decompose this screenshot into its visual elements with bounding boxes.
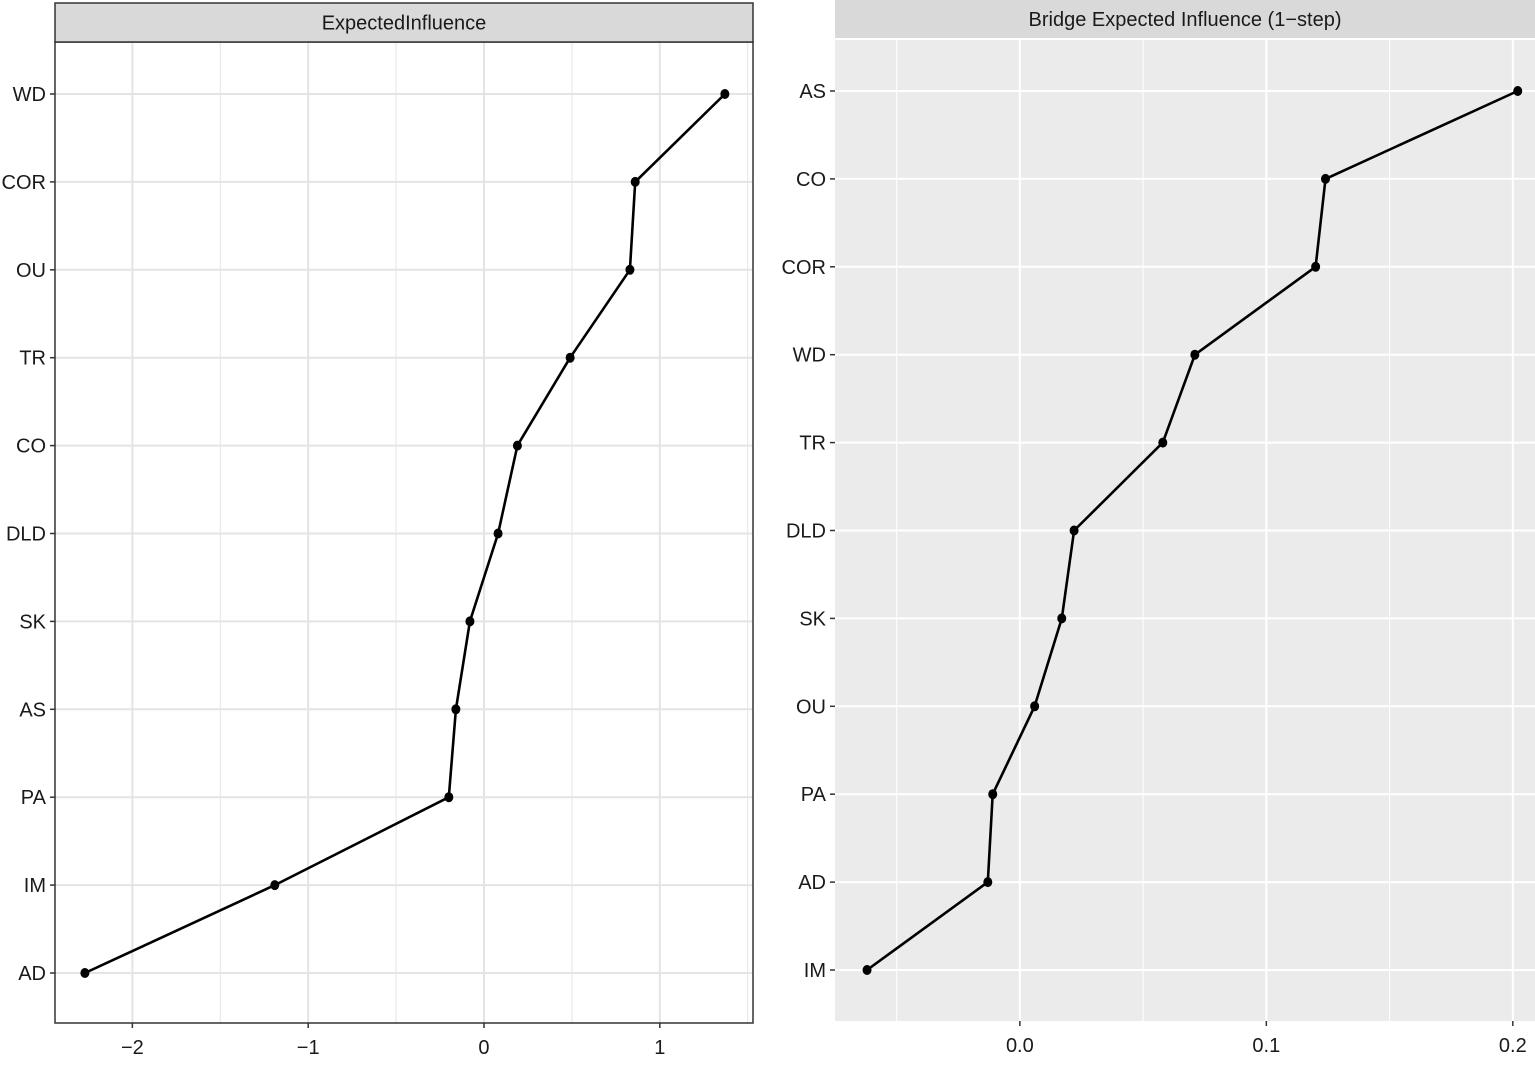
data-point <box>1311 261 1321 272</box>
x-tick-label: −2 <box>121 1037 144 1059</box>
data-point <box>630 176 640 187</box>
y-tick-label: SK <box>799 608 826 630</box>
y-tick-label: COR <box>782 257 826 279</box>
data-point <box>465 616 475 627</box>
y-tick-label: TR <box>19 348 46 370</box>
y-tick-label: WD <box>13 84 46 106</box>
data-point <box>512 440 522 451</box>
data-point <box>80 968 90 978</box>
data-point <box>444 792 454 803</box>
x-tick-label: 0.2 <box>1499 1035 1527 1057</box>
y-tick-label: IM <box>24 875 46 897</box>
x-tick-label: 0.1 <box>1252 1035 1280 1057</box>
y-tick-label: TR <box>799 433 826 455</box>
y-tick-label: OU <box>796 696 826 718</box>
x-tick-label: −1 <box>297 1037 320 1059</box>
data-point <box>1190 349 1200 360</box>
data-point <box>862 965 872 975</box>
data-point <box>988 789 998 800</box>
facet-strip <box>835 0 1535 38</box>
y-tick-label: AS <box>799 81 826 103</box>
data-point <box>720 89 730 99</box>
x-tick-label: 0.0 <box>1006 1035 1034 1057</box>
data-point <box>565 352 575 363</box>
y-tick-label: COR <box>2 172 46 194</box>
y-tick-label: WD <box>793 345 826 367</box>
y-tick-label: PA <box>21 787 47 809</box>
data-point <box>983 877 993 888</box>
y-tick-label: SK <box>19 611 46 633</box>
data-point <box>451 704 461 715</box>
data-point <box>1320 173 1330 184</box>
data-point <box>1513 86 1523 96</box>
data-point <box>1069 525 1079 536</box>
y-tick-label: AS <box>19 699 46 721</box>
data-point <box>1057 613 1067 624</box>
y-tick-label: CO <box>796 169 826 191</box>
data-point <box>493 528 503 539</box>
data-point <box>1030 701 1040 712</box>
x-tick-label: 0 <box>478 1037 489 1059</box>
y-tick-label: CO <box>16 436 46 458</box>
y-tick-label: DLD <box>786 521 826 543</box>
y-tick-label: OU <box>16 260 46 282</box>
facet-title: Bridge Expected Influence (1−step) <box>1029 9 1342 31</box>
data-point <box>625 264 635 275</box>
y-tick-label: DLD <box>6 524 46 546</box>
facet-strip <box>54 2 754 43</box>
y-tick-label: AD <box>798 872 826 894</box>
data-point <box>1158 437 1168 448</box>
facet-title: ExpectedInfluence <box>322 13 487 35</box>
y-tick-label: PA <box>801 784 827 806</box>
y-tick-label: IM <box>804 960 826 982</box>
data-point <box>270 880 280 891</box>
y-tick-label: AD <box>18 963 46 985</box>
x-tick-label: 1 <box>654 1037 665 1059</box>
